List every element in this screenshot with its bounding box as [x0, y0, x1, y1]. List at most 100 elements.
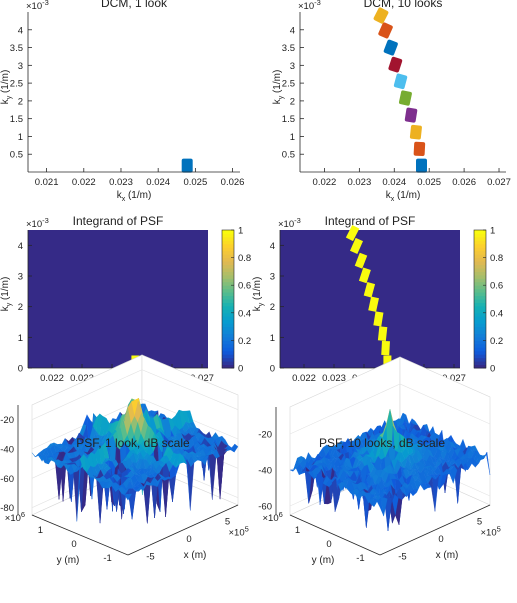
panel3-colorbar-segment-25 [474, 278, 486, 283]
panel2-colorbar-segment-33 [222, 250, 234, 255]
panel4-ytick-label-2: -1 [103, 553, 111, 564]
panel2-colorbar-label-1: 0.2 [238, 336, 251, 347]
panel3-colorbar-segment-39 [474, 230, 486, 234]
panel2-colorbar-label-3: 0.6 [238, 281, 251, 292]
panel1-ytick-label-7: 4 [290, 25, 295, 36]
panel2-colorbar-segment-39 [222, 230, 234, 234]
panel5-xlabel: x (m) [436, 550, 459, 561]
panel3-colorbar-segment-15 [474, 312, 486, 317]
panel0-ytick-label-0: 0.5 [10, 150, 23, 161]
panel1-ytick-label-0: 0.5 [282, 150, 295, 161]
panel1-ytick-label-6: 3.5 [282, 43, 295, 54]
panel5-x-exponent: ×105 [481, 525, 501, 539]
panel2-ylabel-text: ky (1/m) [0, 277, 13, 312]
panel3-colorbar-segment-5 [474, 347, 486, 352]
panel2-colorbar-segment-20 [222, 295, 234, 300]
panel2-colorbar-segment-13 [222, 319, 234, 324]
panel1-patch-7 [383, 39, 398, 56]
panel4-x-exponent: ×105 [229, 525, 249, 539]
panel5-surface-facet-899 [376, 497, 384, 517]
panel3-colorbar-label-2: 0.4 [490, 308, 503, 319]
panel4-zgrid-2 [31, 398, 239, 450]
panel2-colorbar-segment-6 [222, 343, 234, 348]
panel2-colorbar-label-5: 1 [238, 226, 243, 237]
panel3-colorbar-segment-21 [474, 292, 486, 297]
panel3-colorbar-segment-7 [474, 340, 486, 345]
panel3-colorbar-segment-4 [474, 350, 486, 355]
panel3-ylabel-text: ky (1/m) [252, 277, 265, 312]
panel2-colorbar-label-4: 0.8 [238, 253, 251, 264]
panel2-colorbar-segment-1 [222, 361, 234, 366]
panel3-colorbar-segment-20 [474, 295, 486, 300]
panel2-colorbar-segment-34 [222, 247, 234, 252]
panel2-heatmap-background [28, 230, 208, 368]
panel2-ylabel-sub: y [6, 302, 13, 306]
panel4-zgrid-3 [31, 369, 239, 420]
panel3-ytick-label-2: 2 [270, 302, 275, 313]
panel2-colorbar-segment-38 [222, 233, 234, 238]
panel0-ytick-label-1: 1 [18, 132, 23, 143]
panel4-surface-facet-899 [124, 493, 132, 501]
panel5-zgrid-2 [289, 383, 491, 435]
panel1-ytick-label-3: 2 [290, 96, 295, 107]
panel0-ytick-label-3: 2 [18, 96, 23, 107]
panel0-ytick-label-6: 3.5 [10, 43, 23, 54]
panel4-ztick-label-2: -40 [0, 445, 14, 456]
panel2-colorbar-segment-28 [222, 267, 234, 272]
panel1-patch-6 [388, 56, 403, 73]
panel3-colorbar-segment-33 [474, 250, 486, 255]
panel3-colorbar-label-3: 0.6 [490, 281, 503, 292]
panel2-colorbar-segment-32 [222, 254, 234, 259]
panel3-y-exponent-exp: -3 [294, 216, 301, 225]
panel5-ytick-label-2: -1 [356, 553, 364, 564]
panel0-xlabel: kx (1/m) [117, 190, 152, 203]
panel1-ylabel-text: ky (1/m) [272, 70, 285, 105]
panel2-colorbar-segment-15 [222, 312, 234, 317]
panel2-ytick-label-2: 2 [18, 302, 23, 313]
panel2-colorbar-segment-3 [222, 354, 234, 359]
panel3-patch-1 [381, 340, 390, 356]
panel2-ytick-label-3: 3 [18, 272, 23, 283]
panel2-title: Integrand of PSF [73, 214, 164, 228]
panel2-colorbar-segment-8 [222, 336, 234, 341]
panel2-colorbar-segment-5 [222, 347, 234, 352]
panel2-y-exponent-exp: -3 [42, 216, 49, 225]
panel3-colorbar-segment-1 [474, 361, 486, 366]
panel4-y-exponent: ×106 [5, 510, 25, 524]
panel0-title: DCM, 1 look [101, 0, 168, 10]
panel2-colorbar-label-0: 0 [238, 364, 243, 375]
panel1-ytick-label-5: 3 [290, 61, 295, 72]
panel4-y-axis [31, 514, 129, 556]
panel3-ytick-label-0: 0 [270, 364, 275, 375]
panel3-patch-2 [377, 326, 388, 342]
panel2-colorbar-segment-17 [222, 305, 234, 310]
panel3-colorbar-segment-14 [474, 316, 486, 321]
panel5-ytick-label-1: 0 [326, 539, 331, 550]
panel3-colorbar-segment-12 [474, 323, 486, 328]
panel3-colorbar-segment-29 [474, 264, 486, 269]
panel1-ytick-label-2: 1.5 [282, 114, 295, 125]
panel2-colorbar-segment-35 [222, 243, 234, 248]
panel5-ztick-label-1: -40 [258, 466, 272, 477]
panel0-ytick-label-5: 3 [18, 61, 23, 72]
panel0-y-exponent: ×10-3 [26, 0, 49, 12]
panel1-patch-8 [378, 22, 393, 39]
panel2-colorbar-segment-27 [222, 271, 234, 276]
panel3-colorbar-segment-18 [474, 302, 486, 307]
panel2-colorbar-segment-14 [222, 316, 234, 321]
panel4-title: PSF, 1 look, dB scale [76, 436, 190, 450]
panel3-patch-3 [373, 311, 384, 327]
panel1-patch-1 [413, 141, 426, 157]
panel3-title: Integrand of PSF [325, 214, 416, 228]
panel1-patch-2 [409, 124, 422, 140]
panel3-colorbar-label-4: 0.8 [490, 253, 503, 264]
panel1-patch-0 [416, 158, 428, 173]
panel2-colorbar-segment-9 [222, 333, 234, 338]
panel1-xtick-label-2: 0.024 [382, 177, 406, 188]
panel0-ytick-label-7: 4 [18, 25, 23, 36]
panel1-ytick-label-4: 2.5 [282, 79, 295, 90]
panel2-colorbar-segment-29 [222, 264, 234, 269]
panel3-patch-5 [363, 282, 376, 298]
panel2-colorbar-segment-12 [222, 323, 234, 328]
panel1-patch-3 [404, 107, 418, 123]
